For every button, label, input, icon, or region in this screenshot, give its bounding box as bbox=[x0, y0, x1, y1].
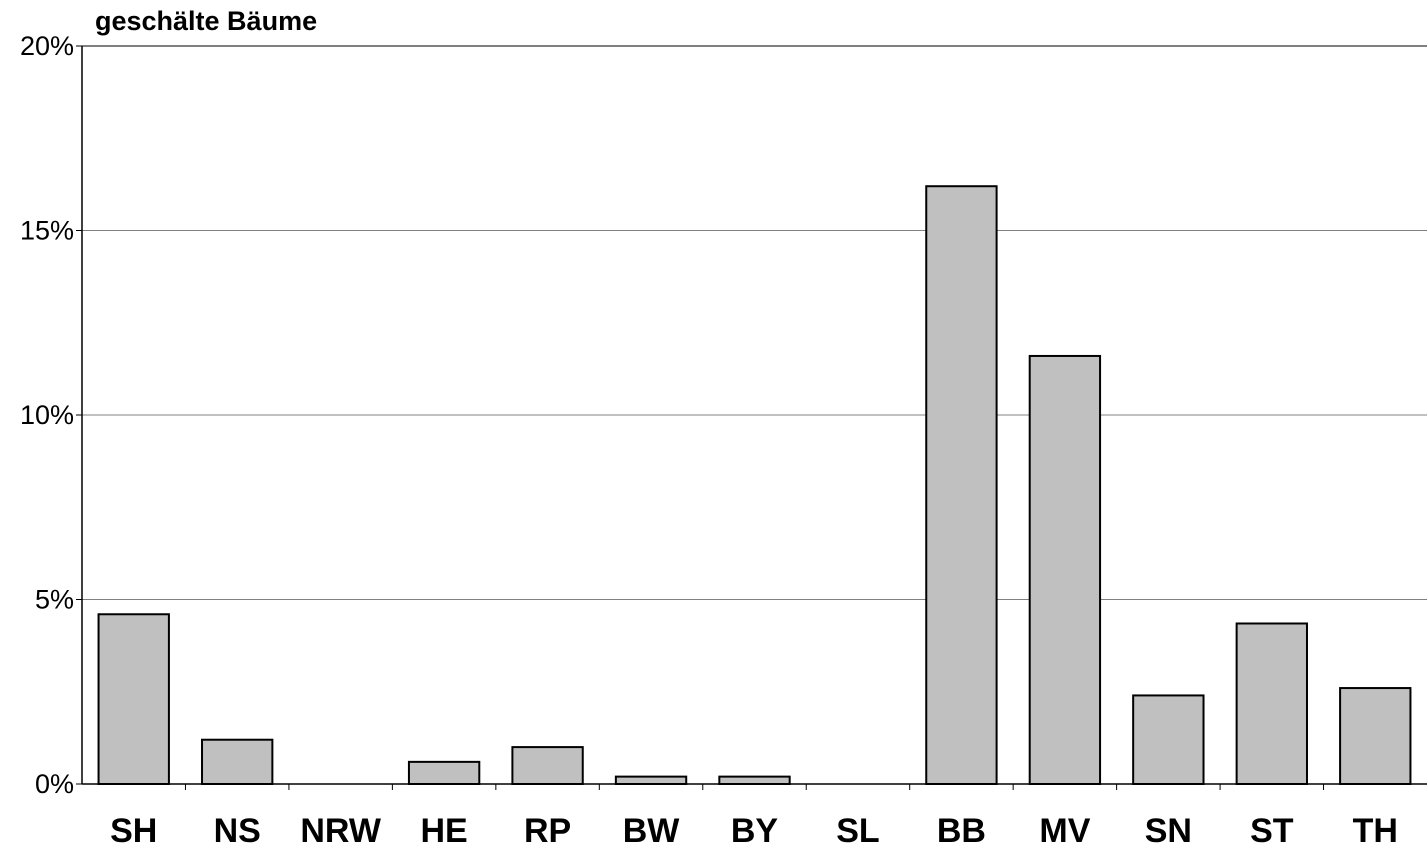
axes bbox=[76, 45, 1427, 790]
y-tick-label-20: 20% bbox=[20, 31, 74, 61]
y-tick-label-10: 10% bbox=[20, 400, 74, 430]
y-tick-labels: 0% 5% 10% 15% 20% bbox=[20, 31, 74, 799]
bar-TH bbox=[1339, 687, 1412, 785]
bar-SH bbox=[97, 613, 170, 786]
x-tick-label-SH: SH bbox=[110, 812, 157, 846]
bar-RP bbox=[511, 746, 584, 785]
x-tick-label-SN: SN bbox=[1145, 812, 1192, 846]
x-tick-labels: SH NS NRW HE RP BW BY SL BB MV SN ST TH bbox=[110, 812, 1398, 846]
x-tick-label-NS: NS bbox=[214, 812, 261, 846]
bar-HE bbox=[407, 760, 481, 785]
x-tick-label-BW: BW bbox=[623, 812, 681, 846]
x-tick-label-ST: ST bbox=[1250, 812, 1294, 846]
x-tick-label-TH: TH bbox=[1353, 812, 1398, 846]
y-tick-label-5: 5% bbox=[35, 585, 74, 615]
chart-title: geschälte Bäume bbox=[95, 6, 317, 36]
x-tick-label-NRW: NRW bbox=[300, 812, 381, 846]
bars bbox=[97, 185, 1412, 786]
y-tick-label-15: 15% bbox=[20, 216, 74, 246]
bar-BY bbox=[718, 775, 791, 785]
bar-MV bbox=[1028, 354, 1102, 785]
bar-BB bbox=[925, 185, 998, 786]
x-tick-label-BY: BY bbox=[731, 812, 779, 846]
bar-NS bbox=[201, 738, 274, 785]
bar-ST bbox=[1235, 622, 1308, 785]
bar-SN bbox=[1132, 694, 1205, 785]
grid-lines bbox=[82, 45, 1427, 600]
x-tick-label-BB: BB bbox=[937, 812, 986, 846]
x-tick-label-SL: SL bbox=[836, 812, 879, 846]
bar-BW bbox=[614, 775, 688, 785]
y-tick-label-0: 0% bbox=[35, 769, 74, 799]
x-tick-label-MV: MV bbox=[1039, 812, 1090, 846]
x-tick-label-HE: HE bbox=[420, 812, 467, 846]
x-tick-label-RP: RP bbox=[524, 812, 571, 846]
